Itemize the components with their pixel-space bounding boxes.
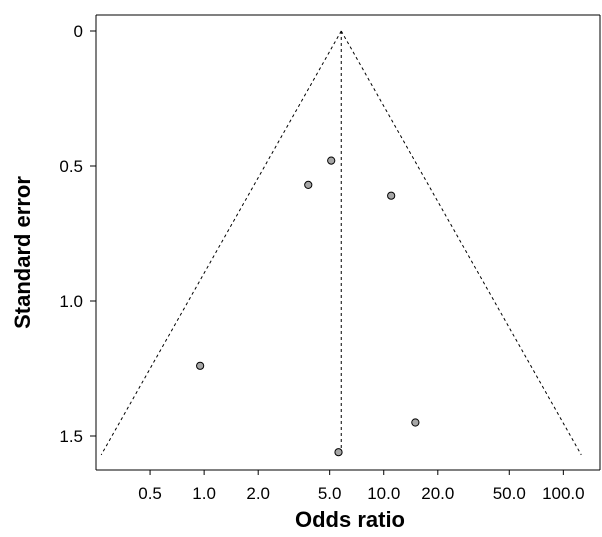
x-tick-label: 20.0: [421, 484, 454, 503]
x-axis-ticks: 0.5 1.0 2.0 5.0 10.0 20.0 50.0 100.0: [138, 470, 585, 503]
x-axis-title: Odds ratio: [295, 507, 405, 532]
data-point: [196, 361, 205, 370]
funnel-lines: [100, 30, 582, 456]
y-tick-label: 1.5: [59, 427, 83, 446]
y-axis-title: Standard error: [10, 176, 35, 329]
data-point: [304, 180, 313, 189]
x-tick-label: 5.0: [318, 484, 342, 503]
data-point: [411, 418, 420, 427]
funnel-left-limit: [100, 30, 342, 456]
x-tick-label: 2.0: [246, 484, 270, 503]
y-tick-label: 1.0: [59, 292, 83, 311]
data-point: [334, 448, 343, 457]
x-tick-label: 0.5: [138, 484, 162, 503]
x-tick-label: 1.0: [192, 484, 216, 503]
funnel-right-limit: [340, 30, 582, 456]
y-tick-label: 0.5: [59, 157, 83, 176]
x-tick-label: 50.0: [493, 484, 526, 503]
x-tick-label: 10.0: [367, 484, 400, 503]
plot-area: [95, 14, 601, 471]
data-points: [196, 156, 420, 457]
y-axis-ticks: 0 0.5 1.0 1.5: [59, 22, 96, 446]
y-tick-label: 0: [74, 22, 83, 41]
data-point: [387, 191, 396, 200]
data-point: [327, 156, 336, 165]
x-tick-label: 100.0: [542, 484, 585, 503]
